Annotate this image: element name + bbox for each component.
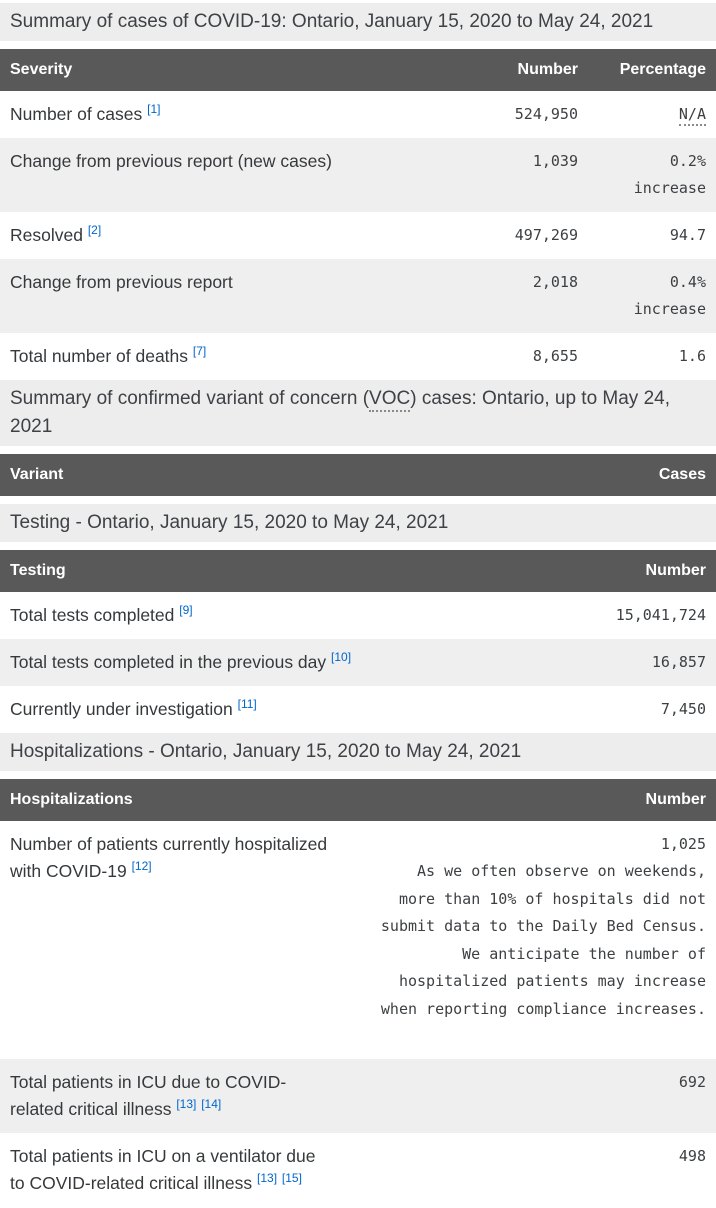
footnote-sup: [10] bbox=[331, 650, 351, 664]
footnote-link-1[interactable]: [1] bbox=[147, 102, 161, 117]
footnote-sup: [12] bbox=[132, 859, 152, 873]
footnote-link-13[interactable]: [13] bbox=[176, 1097, 197, 1112]
hospitalizations-table: Hospitalizations Number Number of patien… bbox=[0, 779, 716, 1207]
column-header-number: Number bbox=[438, 49, 578, 91]
table-row: Total patients in ICU due to COVID-relat… bbox=[0, 1059, 716, 1133]
footnote-sup: [7] bbox=[193, 344, 206, 358]
testing-table: Testing Number Total tests completed [9]… bbox=[0, 550, 716, 733]
footnote-sup: [15] bbox=[282, 1171, 302, 1185]
column-header-cases: Cases bbox=[373, 454, 716, 496]
voc-caption-post: ) cases: Ontario, up to May 24, 2021 bbox=[10, 388, 671, 437]
table-row: Resolved [2] 497,269 94.7 bbox=[0, 212, 716, 259]
percentage-value: 0.4% bbox=[669, 273, 706, 291]
percentage-value: 1.6 bbox=[678, 347, 706, 365]
percentage-direction: increase bbox=[633, 179, 706, 197]
footnote-link-12[interactable]: [12] bbox=[131, 859, 152, 874]
hospitalizations-table-header-row: Hospitalizations Number bbox=[0, 779, 716, 821]
table-row: Total number of deaths [7] 8,655 1.6 bbox=[0, 333, 716, 380]
voc-caption-pre: Summary of confirmed variant of concern … bbox=[10, 388, 370, 409]
footnote-link-7[interactable]: [7] bbox=[192, 344, 207, 359]
testing-table-header-row: Testing Number bbox=[0, 550, 716, 592]
footnote-sup: [13] bbox=[176, 1097, 196, 1111]
row-label: Currently under investigation bbox=[10, 699, 233, 719]
percentage-direction: increase bbox=[633, 300, 706, 318]
footnote-link-11[interactable]: [11] bbox=[237, 697, 257, 712]
table-row: Total tests completed [9] 15,041,724 bbox=[0, 592, 716, 639]
row-label: Total patients in ICU on a ventilator du… bbox=[10, 1146, 316, 1193]
number-value: 8,655 bbox=[532, 347, 578, 365]
row-label: Total number of deaths bbox=[10, 346, 189, 366]
hospitalization-reporting-note: As we often observe on weekends, more th… bbox=[380, 862, 706, 1018]
footnote-link-10[interactable]: [10] bbox=[331, 650, 352, 665]
column-header-severity: Severity bbox=[0, 49, 438, 91]
footnote-link-9[interactable]: [9] bbox=[179, 603, 193, 618]
column-header-testing: Testing bbox=[0, 550, 549, 592]
row-label: Change from previous report (new cases) bbox=[10, 151, 332, 171]
table-row: Currently under investigation [11] 7,450 bbox=[0, 686, 716, 733]
footnote-link-13[interactable]: [13] bbox=[257, 1171, 278, 1186]
testing-section-caption: Testing - Ontario, January 15, 2020 to M… bbox=[0, 504, 716, 542]
table-row: Number of patients currently hospitalize… bbox=[0, 821, 716, 1059]
number-value: 2,018 bbox=[438, 259, 578, 333]
percentage-value: 0.2% bbox=[669, 152, 706, 170]
footnote-link-2[interactable]: [2] bbox=[87, 223, 102, 238]
column-header-number: Number bbox=[548, 550, 716, 592]
number-value: 1,039 bbox=[438, 138, 578, 212]
number-value: 16,857 bbox=[548, 639, 716, 686]
footnote-sup: [1] bbox=[147, 102, 160, 116]
row-label: Number of cases bbox=[10, 104, 143, 124]
voc-table: Variant Cases bbox=[0, 454, 716, 496]
cases-table: Severity Number Percentage Number of cas… bbox=[0, 49, 716, 380]
number-value: 524,950 bbox=[514, 105, 578, 123]
number-value: 7,450 bbox=[660, 700, 706, 718]
cases-section-caption: Summary of cases of COVID-19: Ontario, J… bbox=[0, 3, 716, 41]
column-header-hospitalizations: Hospitalizations bbox=[0, 779, 341, 821]
footnote-sup: [14] bbox=[201, 1097, 221, 1111]
row-label: Total tests completed bbox=[10, 605, 175, 625]
table-row: Number of cases [1] 524,950 N/A bbox=[0, 91, 716, 138]
voc-table-header-row: Variant Cases bbox=[0, 454, 716, 496]
percentage-value: N/A bbox=[678, 105, 706, 126]
table-row: Change from previous report (new cases) … bbox=[0, 138, 716, 212]
table-row: Total patients in ICU on a ventilator du… bbox=[0, 1133, 716, 1207]
column-header-variant: Variant bbox=[0, 454, 374, 496]
table-row: Change from previous report 2,018 0.4% in… bbox=[0, 259, 716, 333]
column-header-percentage: Percentage bbox=[578, 49, 716, 91]
cases-table-header-row: Severity Number Percentage bbox=[0, 49, 716, 91]
row-label: Change from previous report bbox=[10, 272, 233, 292]
number-value: 1,025 bbox=[660, 835, 706, 853]
number-value: 692 bbox=[340, 1059, 716, 1133]
footnote-link-14[interactable]: [14] bbox=[201, 1097, 222, 1112]
footnote-sup: [9] bbox=[179, 603, 192, 617]
percentage-value: 94.7 bbox=[669, 226, 706, 244]
row-label: Resolved bbox=[10, 225, 83, 245]
number-value: 15,041,724 bbox=[615, 606, 706, 624]
table-row: Total tests completed in the previous da… bbox=[0, 639, 716, 686]
hospitalizations-section-caption: Hospitalizations - Ontario, January 15, … bbox=[0, 733, 716, 771]
footnote-sup: [2] bbox=[88, 223, 101, 237]
row-label: Total patients in ICU due to COVID-relat… bbox=[10, 1072, 287, 1119]
footnote-sup: [13] bbox=[257, 1171, 277, 1185]
footnote-link-15[interactable]: [15] bbox=[281, 1171, 302, 1186]
row-label: Number of patients currently hospitalize… bbox=[10, 834, 328, 881]
footnote-sup: [11] bbox=[238, 697, 257, 711]
voc-abbr: VOC bbox=[369, 388, 411, 412]
number-value: 498 bbox=[678, 1147, 706, 1165]
row-label: Total tests completed in the previous da… bbox=[10, 652, 327, 672]
voc-section-caption: Summary of confirmed variant of concern … bbox=[0, 380, 716, 446]
number-value: 497,269 bbox=[514, 226, 578, 244]
column-header-number: Number bbox=[340, 779, 716, 821]
